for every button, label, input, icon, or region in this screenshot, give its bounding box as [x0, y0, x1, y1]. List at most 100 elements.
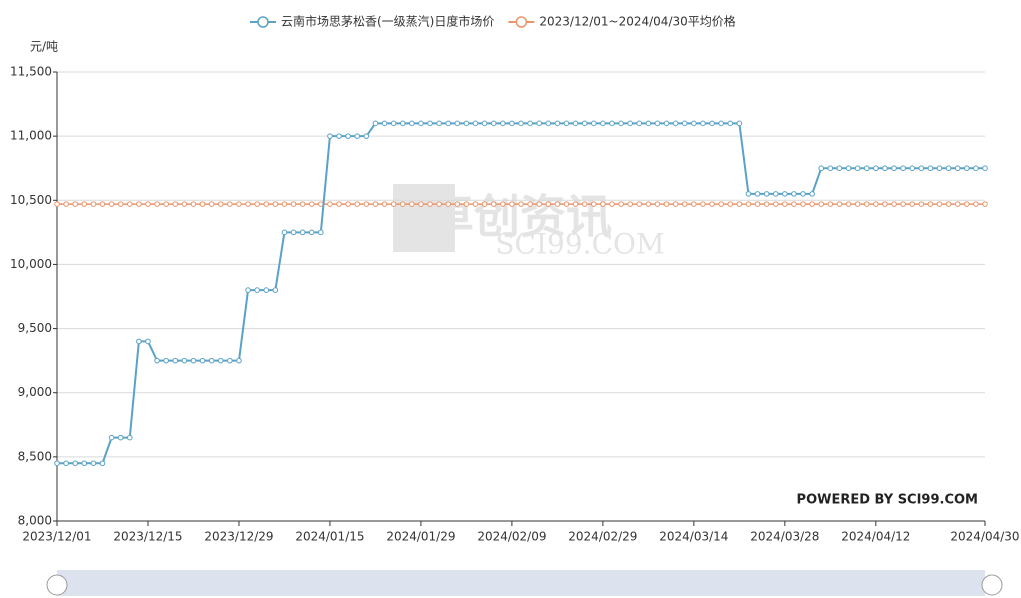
- point: [618, 120, 624, 127]
- point: [290, 229, 297, 236]
- point: [772, 191, 779, 197]
- point: [227, 201, 233, 207]
- point: [836, 165, 843, 172]
- point: [154, 201, 160, 207]
- legend-label: 2023/12/01~2024/04/30平均价格: [539, 14, 735, 29]
- y-tick-label: 9,500: [18, 321, 52, 335]
- point: [518, 120, 524, 127]
- point: [409, 201, 415, 207]
- zoom-handle-left[interactable]: [46, 574, 68, 596]
- y-tick-label: 11,000: [10, 129, 52, 143]
- point: [691, 201, 697, 207]
- point: [854, 201, 861, 207]
- point: [463, 201, 470, 207]
- point: [782, 201, 788, 207]
- point: [63, 460, 69, 467]
- point: [190, 201, 197, 207]
- point: [900, 165, 906, 172]
- point: [909, 201, 916, 207]
- credit: POWERED BY SCI99.COM: [797, 493, 978, 508]
- point: [636, 201, 643, 207]
- zoom-slider[interactable]: [57, 570, 985, 596]
- point: [754, 201, 761, 207]
- point: [81, 201, 88, 207]
- point: [54, 201, 60, 207]
- point: [927, 165, 934, 172]
- point: [108, 434, 115, 441]
- point: [818, 201, 825, 207]
- point: [290, 201, 297, 207]
- point: [854, 165, 861, 172]
- point: [163, 201, 169, 207]
- point: [936, 165, 943, 172]
- point: [882, 201, 888, 207]
- point: [281, 201, 288, 207]
- point: [982, 165, 988, 172]
- point: [654, 201, 661, 207]
- legend-label: 云南市场思茅松香(一级蒸汽)日度市场价: [281, 14, 494, 29]
- x-tick-label: 2023/12/15: [113, 530, 182, 544]
- point: [272, 287, 279, 293]
- point: [590, 120, 597, 127]
- point: [600, 120, 606, 127]
- point: [308, 229, 315, 236]
- point: [227, 357, 233, 364]
- point: [236, 357, 242, 364]
- point: [509, 120, 515, 127]
- point: [527, 201, 533, 207]
- y-tick-label: 9,000: [18, 385, 52, 399]
- point: [327, 201, 333, 207]
- point: [126, 434, 133, 441]
- point: [254, 201, 260, 207]
- point: [627, 120, 633, 127]
- point: [527, 120, 533, 127]
- point: [709, 120, 715, 127]
- point: [754, 191, 761, 197]
- point: [663, 201, 670, 207]
- point: [354, 201, 361, 207]
- point: [563, 120, 570, 127]
- point: [327, 133, 333, 139]
- point: [609, 120, 615, 127]
- point: [363, 201, 370, 207]
- point: [163, 357, 169, 364]
- point: [618, 201, 624, 207]
- point: [581, 120, 588, 127]
- y-tick-label: 10,000: [10, 257, 52, 271]
- point: [208, 357, 215, 364]
- point: [117, 434, 124, 441]
- point: [136, 201, 142, 207]
- watermark-en: SCI99.COM: [495, 228, 664, 261]
- zoom-handle-right[interactable]: [981, 574, 1003, 596]
- y-tick-label: 10,500: [10, 193, 52, 207]
- legend-marker: [257, 16, 269, 28]
- point: [982, 201, 988, 207]
- point: [500, 120, 506, 127]
- point: [645, 201, 652, 207]
- point: [581, 201, 588, 207]
- point: [900, 201, 906, 207]
- watermark-logo: [393, 184, 455, 252]
- point: [973, 165, 979, 172]
- point: [372, 120, 379, 127]
- point: [245, 201, 251, 207]
- watermark-cn: 卓创资讯: [428, 190, 612, 244]
- point: [772, 201, 779, 207]
- point: [700, 201, 706, 207]
- point: [390, 201, 397, 207]
- point: [181, 357, 188, 364]
- point: [217, 357, 224, 364]
- point: [99, 460, 106, 467]
- point: [490, 201, 497, 207]
- x-tick-label: 2023/12/01: [22, 530, 91, 544]
- point: [427, 201, 433, 207]
- point: [445, 120, 452, 127]
- point: [845, 165, 852, 172]
- y-tick-label: 8,500: [18, 449, 52, 463]
- point: [336, 201, 342, 207]
- point: [672, 201, 679, 207]
- point: [199, 357, 206, 364]
- point: [363, 133, 370, 139]
- point: [945, 165, 952, 172]
- point: [809, 191, 815, 197]
